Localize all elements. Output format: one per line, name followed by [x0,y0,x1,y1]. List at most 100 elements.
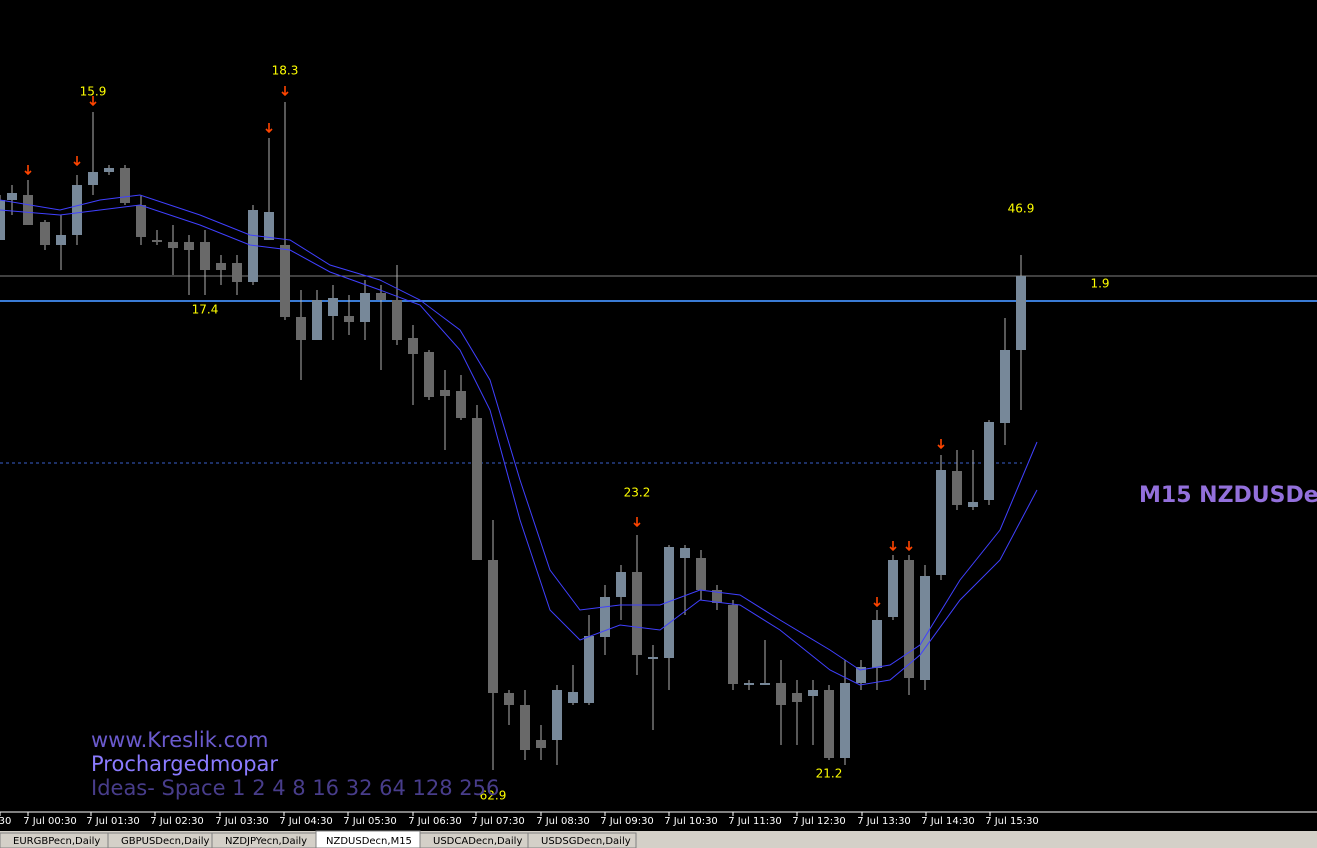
time-label: 7 Jul 02:30 [150,816,204,827]
down-arrow [905,541,913,552]
annotation: 21.2 [816,767,843,781]
annotation: 15.9 [80,85,107,99]
chart-area [0,0,1317,812]
candle-body [680,548,690,558]
time-label: 7 Jul 09:30 [600,816,654,827]
candle-body [552,690,562,740]
candle-body [7,193,17,200]
candle-body [88,172,98,185]
candle-body [776,683,786,705]
candle-body [168,242,178,248]
candle-body [984,422,994,500]
candle-body [952,471,962,505]
candle-body [40,222,50,245]
time-label: 7 Jul 13:30 [857,816,911,827]
candle-body [488,560,498,693]
candle-body [424,352,434,397]
candle-body [728,605,738,684]
time-label: 7 Jul 06:30 [408,816,462,827]
candle-body [920,576,930,680]
tab-label[interactable]: EURGBPecn,Daily [13,836,100,847]
candle-body [840,683,850,758]
candle-body [600,597,610,637]
tab-label[interactable]: USDCADecn,Daily [433,836,522,847]
time-axis-labels: 30 7 Jul 00:30 7 Jul 01:30 7 Jul 02:30 7 Jul… [0,812,1039,827]
annotation: 18.3 [272,64,299,78]
candle-body [328,298,338,316]
time-label: 7 Jul 11:30 [728,816,782,827]
down-arrow [937,439,945,450]
candle-body [136,205,146,237]
candle-body [632,572,642,655]
down-arrow [73,156,81,167]
tabs: EURGBPecn,Daily GBPUSDecn,Daily NZDJPYecn,… [0,830,637,848]
candle-body [936,470,946,575]
time-label: 7 Jul 07:30 [471,816,525,827]
time-label: 7 Jul 14:30 [921,816,975,827]
candle-body [824,690,834,758]
tab[interactable] [527,832,637,848]
down-arrow [873,597,881,608]
candle-body [360,293,370,322]
candle-body [344,316,354,322]
moving-averages [0,194,1038,686]
candle-body [712,590,722,603]
candle-body [616,572,626,597]
candle-body [456,391,466,418]
candle-body [232,263,242,282]
annotation: 23.2 [624,486,651,500]
tab-label[interactable]: GBPUSDecn,Daily [121,836,210,847]
tab-label[interactable]: NZDJPYecn,Daily [225,836,307,847]
candles [0,102,1026,770]
candle-body [584,636,594,703]
signal-arrows [24,86,945,608]
annotations: 15.9 18.3 17.4 46.9 1.9 23.2 62.9 21.2 [80,64,1110,803]
candle-body [792,693,802,702]
candle-body [968,502,978,507]
down-arrow [24,165,32,176]
symbol-label: M15 NZDUSDecn [1139,483,1317,508]
candle-body [104,168,114,172]
candle-body [568,692,578,703]
down-arrow [89,96,97,107]
time-label: 7 Jul 01:30 [86,816,140,827]
time-label: 7 Jul 03:30 [215,816,269,827]
candle-body [216,263,226,270]
candle-body [264,212,274,240]
time-label: 7 Jul 04:30 [279,816,333,827]
candle-body [1000,350,1010,423]
candle-body [312,300,322,340]
time-label: 7 Jul 05:30 [343,816,397,827]
candle-body [856,667,866,683]
watermark-line: Prochargedmopar [91,752,278,776]
candle-body [23,195,33,225]
candle-body [408,338,418,354]
annotation: 62.9 [480,789,507,803]
candle-body [888,560,898,617]
candle-body [0,200,5,240]
candle-body [296,317,306,340]
candle-body [152,240,162,242]
time-label: 7 Jul 00:30 [23,816,77,827]
time-label: 7 Jul 10:30 [664,816,718,827]
candle-body [184,242,194,250]
candle-body [872,620,882,668]
candle-body [536,740,546,748]
candle-body [808,690,818,696]
down-arrow [889,541,897,552]
candle-body [760,683,770,685]
candle-body [440,390,450,396]
candle-body [376,293,386,300]
candle-body [472,418,482,560]
watermark-line: www.Kreslik.com [91,728,268,752]
moving-average [0,194,1038,671]
candle-body [904,560,914,678]
candle-body [664,547,674,658]
annotation: 46.9 [1008,202,1035,216]
tab-label[interactable]: USDSGDecn,Daily [541,836,631,847]
tab-label[interactable]: NZDUSDecn,M15 [326,836,412,847]
candle-body [392,300,402,340]
candle-body [72,185,82,235]
candle-body [504,693,514,705]
